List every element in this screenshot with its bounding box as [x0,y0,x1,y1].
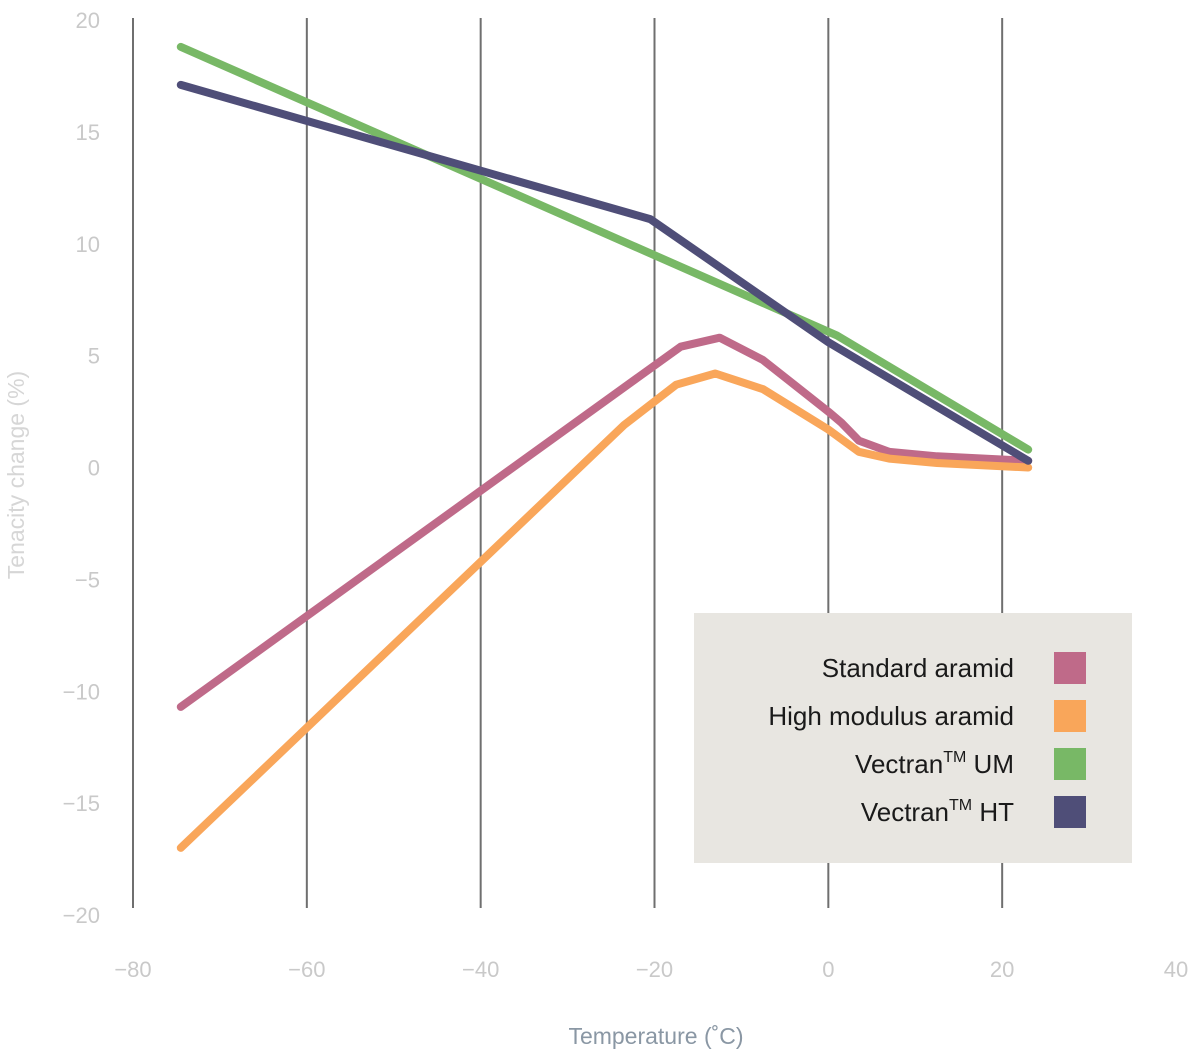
x-tick-label: 0 [822,957,834,982]
x-axis-ticks: −80 −60 −40 −20 0 20 40 [114,957,1188,982]
x-tick-label: 40 [1164,957,1188,982]
series-line [176,369,1033,852]
legend-swatch [1054,796,1086,828]
x-tick-label: −40 [462,957,499,982]
legend-label: VectranTM HT [861,797,1014,827]
y-tick-label: −10 [63,679,100,704]
y-tick-label: −15 [63,791,100,816]
legend-label: VectranTM UM [855,749,1014,779]
y-tick-label: −20 [63,903,100,928]
x-tick-label: −60 [288,957,325,982]
x-tick-label: 20 [990,957,1014,982]
y-tick-label: 10 [76,232,100,257]
x-tick-label: −20 [636,957,673,982]
y-tick-label: 15 [76,120,100,145]
y-axis-title: Tenacity change (%) [3,371,29,579]
y-tick-label: 5 [88,344,100,369]
x-tick-label: −80 [114,957,151,982]
legend-swatch [1054,652,1086,684]
y-tick-label: −5 [75,567,100,592]
series-line [176,333,1033,711]
legend-label: Standard aramid [822,653,1014,683]
y-tick-label: 20 [76,8,100,33]
series-line [176,80,1033,465]
legend-swatch [1054,748,1086,780]
x-axis-title: Temperature (˚C) [568,1023,743,1049]
series-line [176,42,1033,454]
legend-label: High modulus aramid [768,701,1014,731]
y-axis-ticks: 20 15 10 5 0 −5 −10 −15 −20 [63,8,100,928]
legend: Standard aramid High modulus aramid Vectra… [694,613,1132,863]
y-tick-label: 0 [88,456,100,481]
legend-swatch [1054,700,1086,732]
series-lines [176,42,1033,852]
